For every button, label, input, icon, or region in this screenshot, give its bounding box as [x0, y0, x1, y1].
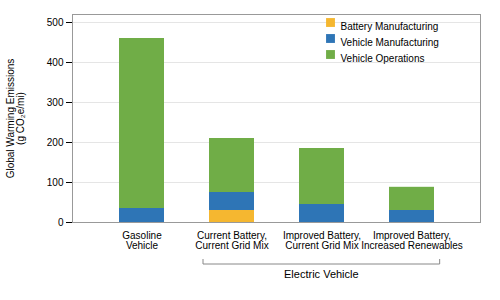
- svg-text:Electric Vehicle: Electric Vehicle: [284, 268, 359, 280]
- svg-text:400: 400: [47, 57, 64, 68]
- svg-text:500: 500: [47, 17, 64, 28]
- svg-text:Current Battery,Current Grid M: Current Battery,Current Grid Mix: [195, 230, 268, 251]
- svg-text:Vehicle Operations: Vehicle Operations: [341, 53, 425, 64]
- svg-text:200: 200: [47, 137, 64, 148]
- svg-text:Improved Battery,Current Grid: Improved Battery,Current Grid Mix: [283, 230, 361, 251]
- svg-text:Battery Manufacturing: Battery Manufacturing: [341, 21, 439, 32]
- svg-text:100: 100: [47, 177, 64, 188]
- svg-text:Improved Battery,Increased Ren: Improved Battery,Increased Renewables: [361, 230, 463, 251]
- svg-text:GasolineVehicle: GasolineVehicle: [122, 230, 162, 251]
- svg-text:0: 0: [58, 217, 64, 228]
- svg-text:Global Warming Emissions(g CO₂: Global Warming Emissions(g CO₂e/mi): [5, 59, 26, 179]
- svg-text:Vehicle Manufacturing: Vehicle Manufacturing: [341, 37, 439, 48]
- svg-text:300: 300: [47, 97, 64, 108]
